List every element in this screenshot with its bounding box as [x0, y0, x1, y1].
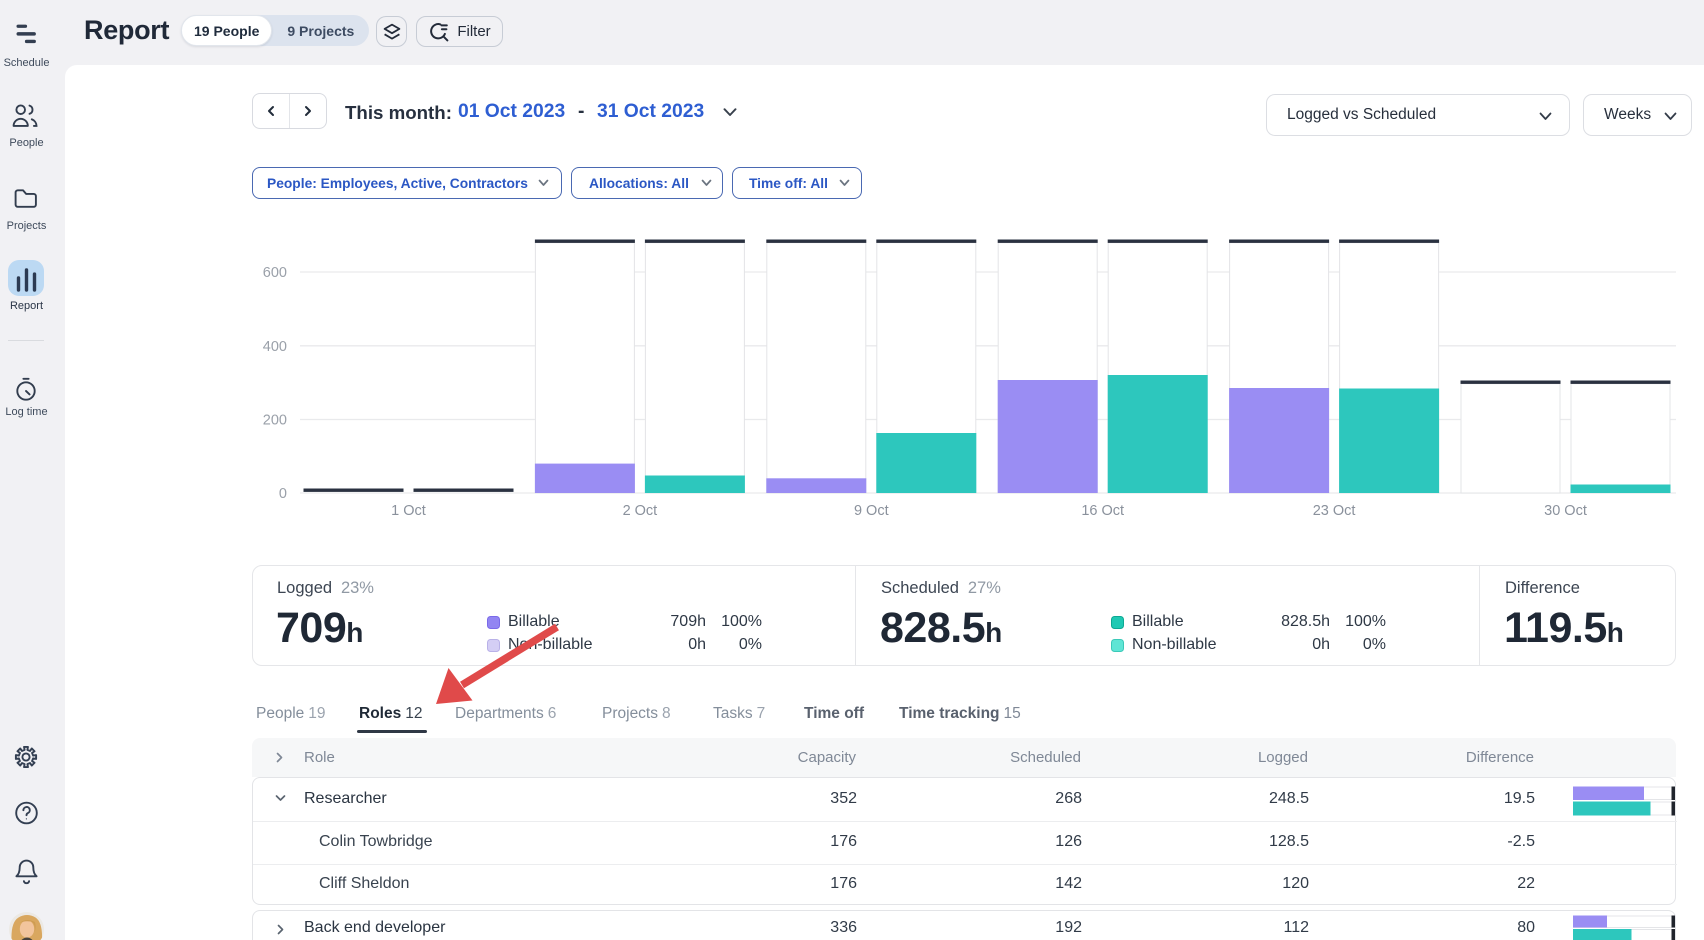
svg-text:200: 200: [263, 413, 287, 429]
svg-text:400: 400: [263, 339, 287, 355]
svg-text:600: 600: [263, 265, 287, 281]
svg-text:1 Oct: 1 Oct: [391, 503, 426, 519]
svg-text:30 Oct: 30 Oct: [1544, 503, 1587, 519]
svg-text:16 Oct: 16 Oct: [1081, 503, 1124, 519]
svg-text:23 Oct: 23 Oct: [1313, 503, 1356, 519]
svg-text:9 Oct: 9 Oct: [854, 503, 889, 519]
svg-text:2 Oct: 2 Oct: [623, 503, 658, 519]
svg-text:0: 0: [279, 486, 287, 502]
